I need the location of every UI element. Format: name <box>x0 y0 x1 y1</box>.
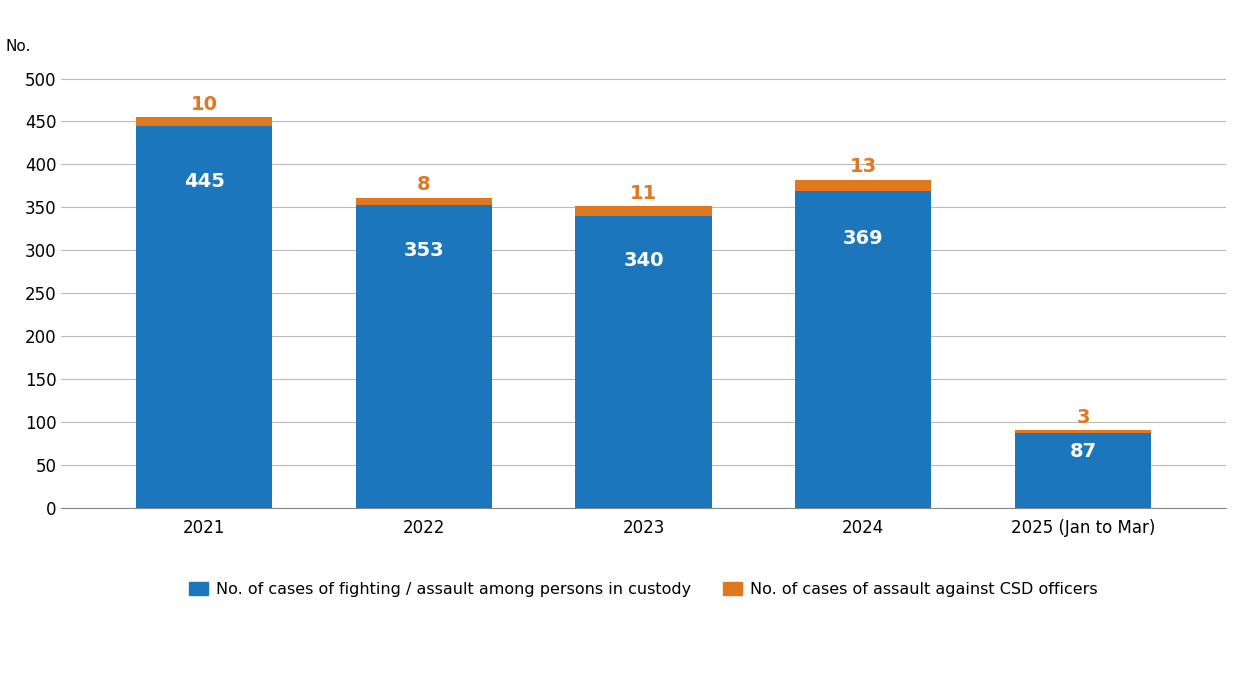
Legend: No. of cases of fighting / assault among persons in custody, No. of cases of ass: No. of cases of fighting / assault among… <box>181 574 1106 605</box>
Bar <box>137 117 272 126</box>
Text: 11: 11 <box>630 184 658 203</box>
Bar <box>356 204 491 508</box>
Text: 3: 3 <box>1076 408 1090 427</box>
Text: 340: 340 <box>623 251 664 270</box>
Bar <box>1015 431 1152 433</box>
Text: 369: 369 <box>843 229 884 248</box>
Text: 13: 13 <box>850 157 877 177</box>
Text: 445: 445 <box>184 171 225 191</box>
Text: 10: 10 <box>191 95 217 114</box>
Text: 87: 87 <box>1070 442 1097 461</box>
Text: 353: 353 <box>403 241 444 260</box>
Bar <box>137 126 272 508</box>
Bar <box>795 191 932 508</box>
Text: 8: 8 <box>417 175 431 194</box>
Bar <box>576 206 712 216</box>
Bar <box>1015 433 1152 508</box>
Bar <box>356 198 491 204</box>
Bar <box>795 180 932 191</box>
Text: No.: No. <box>5 39 31 54</box>
Bar <box>576 216 712 508</box>
